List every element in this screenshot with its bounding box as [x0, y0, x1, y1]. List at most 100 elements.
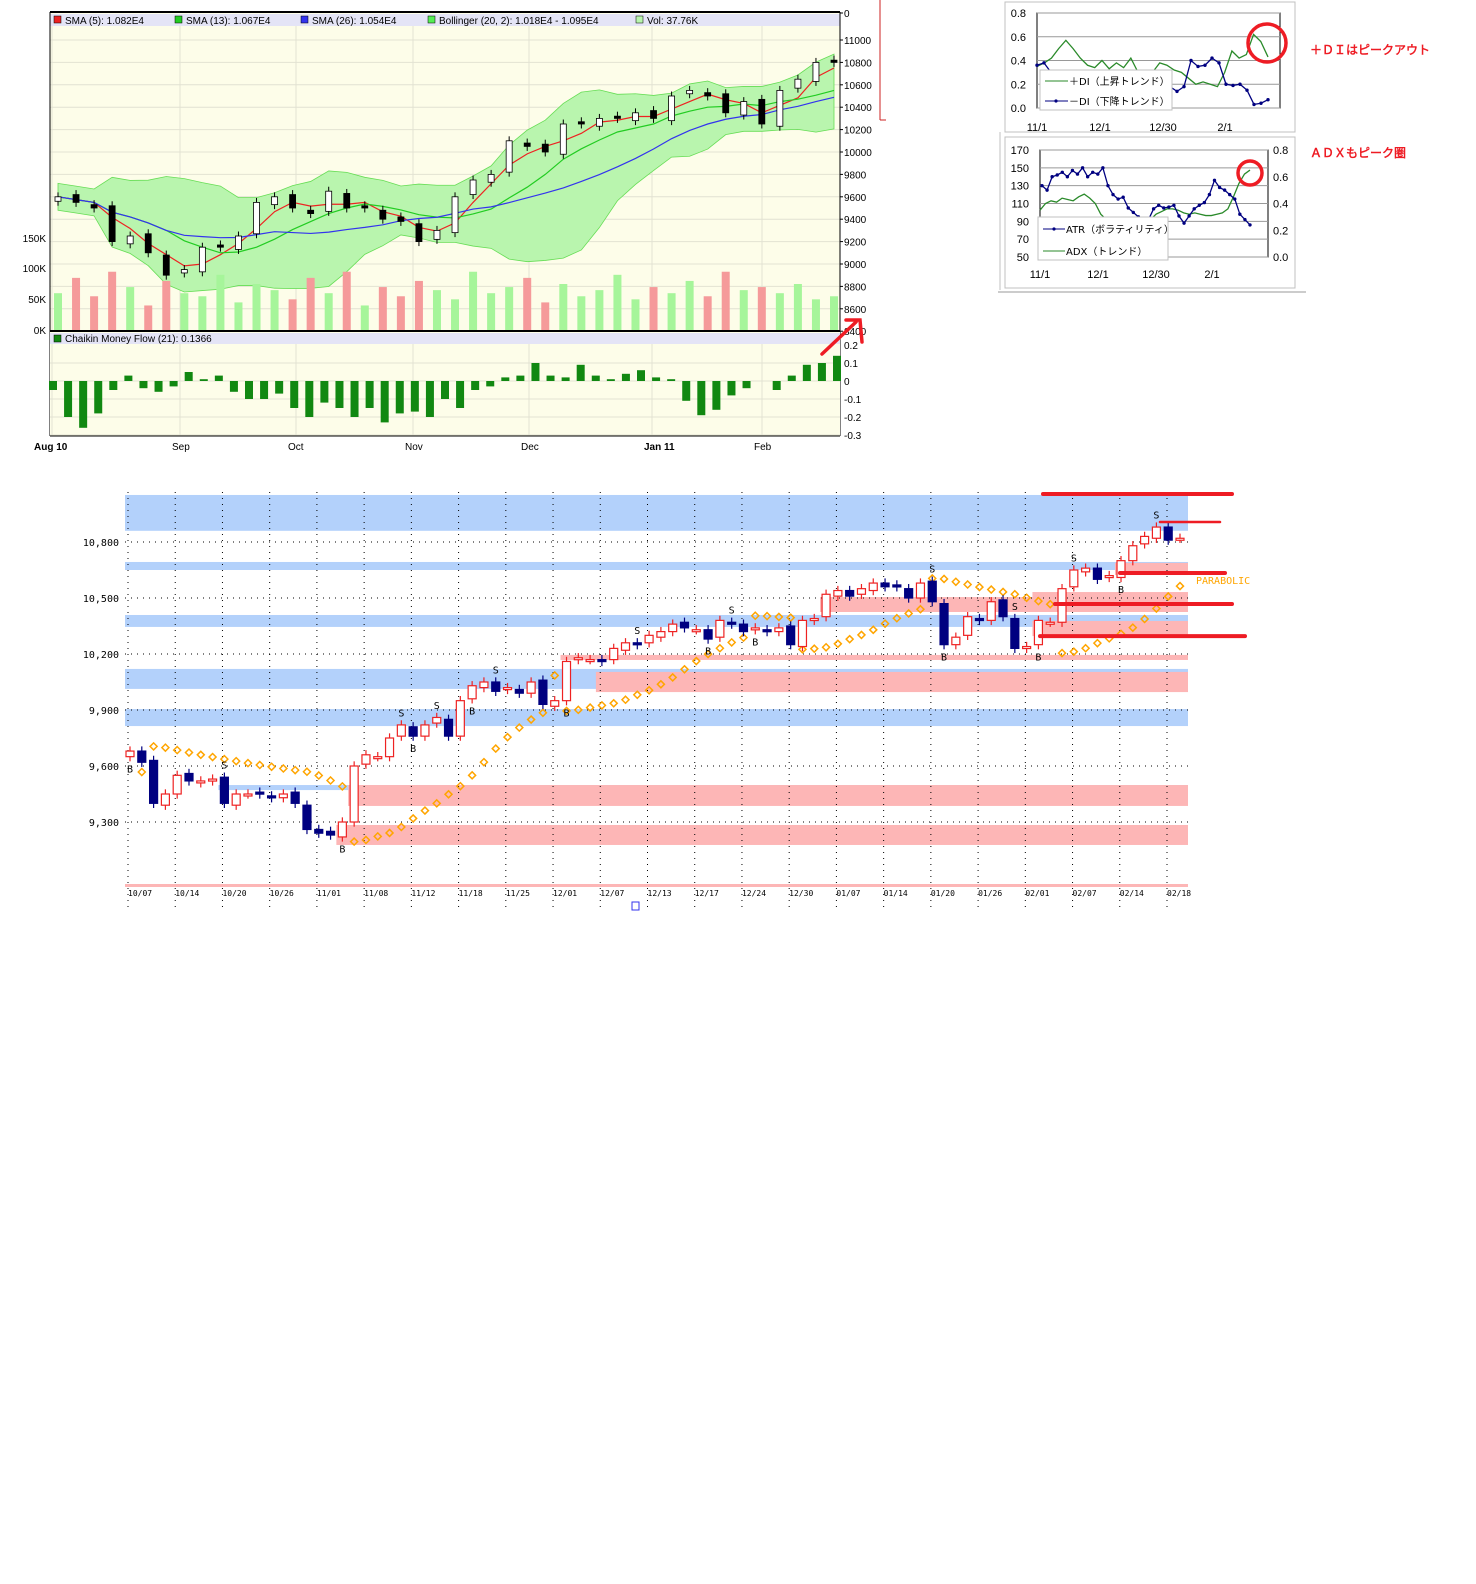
volume-bar	[216, 274, 225, 330]
bollinger-swatch	[427, 15, 436, 24]
sar-point	[243, 758, 253, 768]
candle-body	[231, 793, 241, 806]
sell-signal: S	[1012, 602, 1018, 613]
sar-point	[1163, 591, 1173, 602]
cmf-legend: Chaikin Money Flow (21): 0.1366	[65, 334, 212, 345]
candle-body	[160, 793, 170, 806]
candle-body	[974, 617, 985, 622]
sar-point	[432, 798, 442, 808]
candle-body	[833, 589, 843, 597]
candle-body	[90, 204, 98, 209]
legend-sma5: SMA (5): 1.082E4	[65, 16, 144, 27]
volume-tick-label: 150K	[23, 234, 47, 245]
price-tick-label: 9800	[844, 170, 867, 181]
di-x-label: 11/1	[1027, 122, 1048, 134]
di-axis-labels: 0.8 0.6 0.4 0.2 0.011/1 12/1 12/30 2/1	[1011, 8, 1233, 134]
candle-body	[479, 681, 489, 689]
candle-body	[632, 642, 642, 646]
buy-signal: B	[705, 647, 711, 658]
sma13-line	[57, 89, 835, 254]
sar-point	[1045, 599, 1055, 609]
candle-body	[514, 688, 524, 694]
atr-point	[1040, 183, 1044, 188]
candle-body	[235, 235, 242, 250]
candle-body	[776, 90, 784, 127]
volume-bar	[180, 293, 189, 330]
sell-signal: S	[634, 626, 640, 637]
cmf-bar	[817, 363, 826, 381]
date-tick-label: Sep	[172, 442, 190, 453]
minus-di-point	[1210, 56, 1214, 60]
sell-signal: S	[1071, 553, 1077, 564]
sar-point	[986, 585, 996, 595]
cmf-bar	[320, 381, 329, 403]
date-tick-label: 01/07	[836, 889, 860, 898]
minus-di-point	[1189, 58, 1193, 63]
date-tick-label: 10/14	[175, 889, 199, 898]
atr-x-label: 12/30	[1142, 269, 1170, 281]
sar-point	[337, 781, 347, 791]
sar-point	[408, 813, 418, 823]
sar-point	[1033, 596, 1043, 606]
sar-point	[361, 835, 371, 845]
sar-point	[455, 781, 465, 791]
candle-body	[830, 59, 838, 63]
cmf-bar	[441, 381, 449, 399]
cmf-bars	[49, 355, 841, 428]
volume-bar	[252, 284, 261, 330]
sar-point	[267, 762, 277, 772]
candle-body	[998, 599, 1008, 618]
volume-bar	[396, 296, 405, 330]
atr-y-label: 130	[1011, 181, 1029, 193]
date-tick-label: 12/17	[695, 889, 719, 898]
peak-circle-di	[1246, 22, 1288, 64]
cmf-bar	[380, 381, 389, 423]
cmf-bar	[64, 381, 73, 417]
cmf-bar	[79, 381, 88, 428]
volume-bar	[108, 271, 117, 330]
atr-x-label: 11/1	[1030, 269, 1051, 281]
candle-body	[797, 619, 808, 648]
sar-point	[691, 656, 701, 666]
candle-body	[384, 737, 395, 758]
parabolic-label: PARABOLIC	[1196, 576, 1250, 587]
volume-bar	[144, 305, 153, 330]
minus-di-legend-marker	[1054, 99, 1058, 103]
buy-signal: B	[564, 708, 570, 719]
atr-point	[1085, 175, 1090, 179]
price-tick-label: 9,600	[89, 762, 119, 773]
candle-body	[469, 179, 477, 195]
candle-body	[821, 593, 831, 618]
atr-y-label: 170	[1011, 145, 1029, 157]
candle-body	[715, 619, 725, 638]
sar-point	[1057, 648, 1067, 658]
atr-adx-chart-panel: ATR（ボラティリティ） ADX（トレンド） 170 150 130 110 90 70 5…	[998, 132, 1406, 293]
candle-body	[325, 190, 333, 212]
sar-point	[396, 822, 406, 832]
candle-body	[668, 95, 675, 122]
sar-point	[786, 613, 796, 623]
candle-body	[455, 700, 465, 737]
resistance-zone	[125, 614, 1188, 627]
atr-point	[1222, 188, 1227, 192]
candle-body	[415, 223, 423, 242]
cmf-panel: Chaikin Money Flow (21): 0.1366 0.2 0.1 0 -…	[34, 318, 864, 453]
atr-point	[1111, 192, 1115, 197]
atr-point	[1162, 206, 1166, 210]
price-tick-label: 8800	[844, 282, 867, 293]
di-annotation: ＋ＤＩはピークアウト	[1310, 43, 1430, 57]
candle-body	[432, 716, 442, 724]
sar-point	[561, 706, 572, 716]
support-zone	[336, 824, 1188, 845]
buy-sell-signals: B S B S B S B S B S B S B S B S B S B S	[127, 510, 1159, 855]
atr-point	[1202, 200, 1207, 205]
atr-adx-legend	[1037, 216, 1169, 261]
price-tick-label: 10,200	[83, 650, 119, 661]
candle-body	[526, 681, 536, 694]
candle-body	[196, 780, 206, 784]
parabolic-sar	[137, 573, 1185, 847]
cmf-bar	[305, 381, 314, 417]
candle-body	[650, 110, 657, 119]
candle-body	[337, 821, 347, 838]
sar-point	[1022, 593, 1032, 603]
